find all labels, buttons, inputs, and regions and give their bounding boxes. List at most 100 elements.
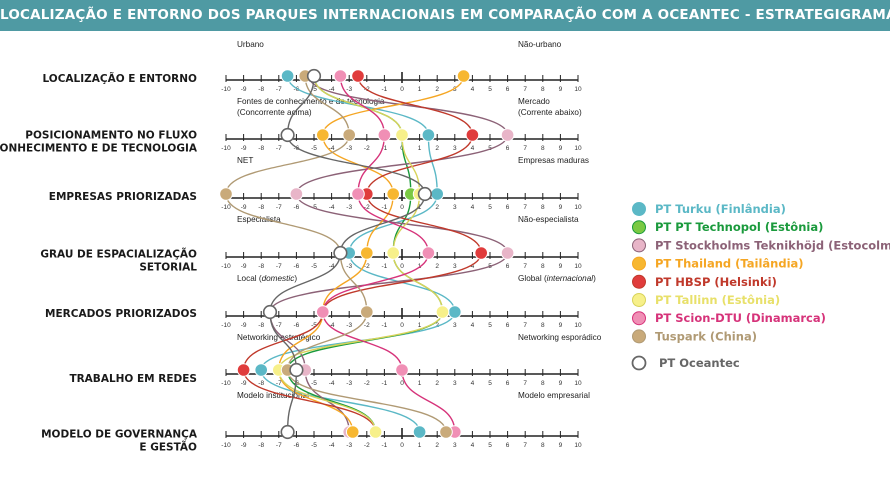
- tick-label: -4: [329, 263, 335, 270]
- tick-label: 0: [400, 322, 404, 329]
- legend-entry: PT Scion-DTU (Dinamarca): [655, 311, 826, 325]
- tick-label: 6: [506, 145, 510, 152]
- tick-label: 8: [541, 204, 545, 211]
- tick-label: -6: [294, 322, 300, 329]
- tick-label: -7: [276, 380, 282, 387]
- tick-label: -7: [276, 204, 282, 211]
- title-bar: [0, 0, 890, 31]
- tick-label: 6: [506, 86, 510, 93]
- data-point: [386, 187, 401, 201]
- tick-label: -5: [311, 263, 317, 270]
- tick-label: 1: [418, 86, 422, 93]
- tick-label: 7: [523, 380, 527, 387]
- data-point: [500, 128, 515, 142]
- data-point: [280, 69, 295, 83]
- tick-label: 9: [559, 263, 563, 270]
- tick-label: 10: [574, 380, 582, 387]
- axis-7: -10 -9 -8 -7 -6 -5 -4 -3 -2 -1 0 1 2 3 4 5 6 7 8 9 10: [221, 428, 582, 449]
- tick-label: 10: [574, 322, 582, 329]
- tick-label: -1: [382, 145, 388, 152]
- tick-label: 10: [574, 86, 582, 93]
- tick-label: -8: [258, 322, 264, 329]
- tick-label: -8: [258, 86, 264, 93]
- tick-label: 0: [400, 380, 404, 387]
- tick-label: -6: [294, 263, 300, 270]
- tick-label: 3: [453, 263, 457, 270]
- tick-label: 4: [471, 86, 475, 93]
- data-point: [500, 246, 515, 260]
- legend-marker: [632, 202, 646, 216]
- data-point: [316, 128, 330, 142]
- tick-label: -10: [221, 145, 231, 152]
- dimension-label: LOCALIZAÇÃO E ENTORNO: [42, 72, 197, 85]
- tick-label: -7: [276, 322, 282, 329]
- tick-label: 6: [506, 380, 510, 387]
- tick-label: 2: [435, 263, 439, 270]
- data-point: [395, 128, 409, 142]
- dimension-label: MODELO DE GOVERNANÇA: [41, 429, 198, 441]
- data-point: [333, 245, 348, 261]
- dimension-label: DE CONHECIMENTO E DE TECNOLOGIA: [0, 143, 198, 155]
- tick-label: 2: [435, 86, 439, 93]
- tick-label: 3: [453, 442, 457, 449]
- tick-label: 0: [400, 86, 404, 93]
- data-point: [333, 69, 348, 83]
- legend-marker: [632, 274, 646, 289]
- tick-label: 3: [453, 380, 457, 387]
- tick-label: -8: [258, 263, 264, 270]
- right-pole-label: Global (internacional): [518, 274, 596, 283]
- dimension-label: GRAU DE ESPACIALIZAÇÃO: [40, 248, 197, 261]
- dimension-label: E GESTÃO: [139, 441, 197, 454]
- tick-label: -1: [382, 263, 388, 270]
- tick-label: -3: [346, 204, 352, 211]
- tick-label: -4: [329, 204, 335, 211]
- tick-label: -1: [382, 380, 388, 387]
- left-pole-label: Local (domestic): [237, 274, 297, 283]
- data-point: [345, 425, 360, 439]
- tick-label: 8: [541, 263, 545, 270]
- tick-label: 4: [471, 204, 475, 211]
- tick-label: 8: [541, 442, 545, 449]
- tick-label: -6: [294, 204, 300, 211]
- left-pole-label: Especialista: [237, 215, 281, 224]
- right-pole-label: Não-especialista: [518, 215, 579, 224]
- tick-label: 4: [471, 263, 475, 270]
- tick-label: 10: [574, 145, 582, 152]
- data-point: [236, 363, 251, 377]
- tick-label: 0: [400, 204, 404, 211]
- tick-label: -5: [311, 322, 317, 329]
- right-pole-label: Mercado: [518, 97, 550, 106]
- tick-label: -10: [221, 86, 231, 93]
- legend-marker: [632, 293, 646, 307]
- tick-label: 1: [418, 204, 422, 211]
- tick-label: -3: [346, 86, 352, 93]
- data-point: [280, 127, 295, 143]
- tick-label: -1: [382, 322, 388, 329]
- right-pole-label: Modelo empresarial: [518, 391, 590, 400]
- tick-label: -1: [382, 86, 388, 93]
- tick-label: 4: [471, 322, 475, 329]
- dimension-label: SETORIAL: [139, 262, 197, 274]
- tick-label: 1: [418, 380, 422, 387]
- tick-label: 7: [523, 204, 527, 211]
- tick-label: 2: [435, 442, 439, 449]
- legend-marker: [632, 311, 646, 326]
- data-point: [412, 425, 427, 439]
- left-pole-label: NET: [237, 156, 253, 165]
- tick-label: -10: [221, 442, 231, 449]
- data-point: [280, 424, 295, 440]
- tick-label: -9: [241, 263, 247, 270]
- tick-label: -3: [346, 322, 352, 329]
- tick-label: 4: [471, 442, 475, 449]
- axis-3: -10 -9 -8 -7 -6 -5 -4 -3 -2 -1 0 1 2 3 4 5 6 7 8 9 10: [221, 190, 582, 211]
- legend-entry: PT Thailand (Tailândia): [655, 257, 804, 271]
- legend-entry: PT Oceantec: [659, 356, 740, 370]
- tick-label: 7: [523, 442, 527, 449]
- data-point: [448, 305, 462, 319]
- right-pole-label: Não-urbano: [518, 40, 562, 49]
- data-point: [417, 186, 432, 202]
- tick-label: 8: [541, 322, 545, 329]
- tick-label: 9: [559, 380, 563, 387]
- tick-label: 5: [488, 442, 492, 449]
